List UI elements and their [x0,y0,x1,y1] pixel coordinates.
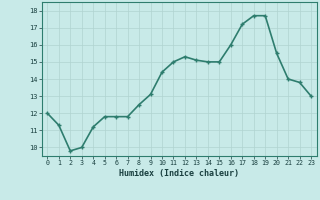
X-axis label: Humidex (Indice chaleur): Humidex (Indice chaleur) [119,169,239,178]
